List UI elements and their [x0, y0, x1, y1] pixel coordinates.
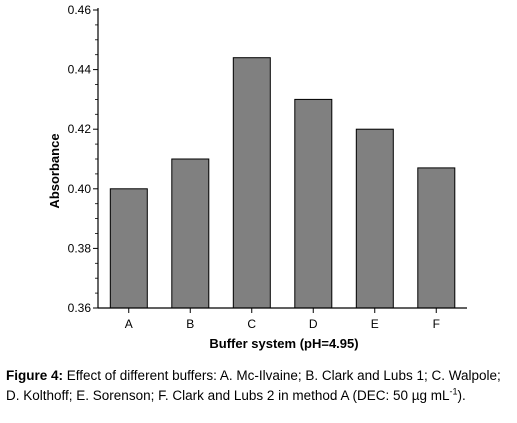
caption-text: Effect of different buffers: A. Mc-Ilvai…: [6, 368, 501, 403]
y-tick-label: 0.42: [68, 122, 92, 136]
x-tick-label: C: [247, 317, 256, 331]
bar-F: [417, 167, 456, 309]
bar-A: [109, 188, 148, 309]
figure-caption: Figure 4: Effect of different buffers: A…: [6, 366, 514, 406]
y-tick-label: 0.44: [68, 63, 92, 77]
bar-C: [232, 57, 271, 309]
caption-superscript: -1: [449, 386, 458, 397]
bars-group: [109, 57, 456, 309]
bar-B: [171, 158, 210, 309]
x-tick-label: F: [433, 317, 440, 331]
bar-chart: A B C D E F 0.36 0.38 0.40 0.42 0.44 0.46 Buffer sy…: [47, 3, 467, 351]
caption-label: Figure 4:: [6, 368, 64, 383]
x-tick-label: B: [186, 317, 194, 331]
x-tick-label: D: [309, 317, 318, 331]
axes-group: A B C D E F 0.36 0.38 0.40 0.42 0.44 0.46: [68, 3, 467, 331]
x-axis-title: Buffer system (pH=4.95): [209, 336, 358, 351]
caption-tail: ).: [457, 388, 466, 403]
bar-D: [294, 98, 333, 309]
x-tick-label: E: [371, 317, 379, 331]
y-tick-label: 0.36: [68, 301, 92, 315]
x-tick-label: A: [125, 317, 133, 331]
y-tick-label: 0.46: [68, 3, 92, 17]
y-tick-label: 0.40: [68, 182, 92, 196]
y-axis-title: Absorbance: [47, 133, 62, 208]
bar-E: [355, 128, 394, 309]
y-tick-label: 0.38: [68, 241, 92, 255]
